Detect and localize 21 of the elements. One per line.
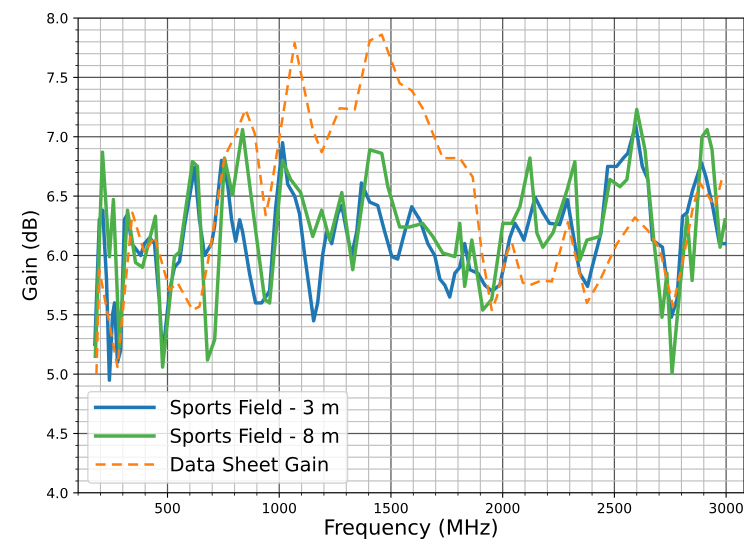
x-axis-title: Frequency (MHz) xyxy=(326,518,497,539)
y-tick-label: 5.0 xyxy=(47,369,68,380)
legend-label: Data Sheet Gain xyxy=(171,456,328,472)
y-tick-label: 4.0 xyxy=(46,488,68,498)
x-tick-label: 500 xyxy=(155,502,180,514)
x-tick-label: 3000 xyxy=(710,502,743,514)
legend-label: Sports Field - 3 m xyxy=(170,399,338,418)
x-tick-label: 2000 xyxy=(486,502,520,514)
y-tick-label: 4.5 xyxy=(46,428,68,439)
x-tick-label: 2500 xyxy=(598,502,632,514)
legend-label: Sports Field - 8 m xyxy=(170,428,338,447)
line-series xyxy=(95,33,724,376)
y-tick-label: 8.0 xyxy=(47,13,68,24)
x-tick-label: 1000 xyxy=(263,502,296,514)
y-tick-label: 6.5 xyxy=(47,191,68,202)
y-tick-label: 7.5 xyxy=(47,72,68,83)
y-axis-title: Gain (dB) xyxy=(22,211,40,300)
y-tick-label: 6.0 xyxy=(47,250,68,261)
y-tick-label: 7.0 xyxy=(47,132,68,142)
y-tick-label: 5.5 xyxy=(47,310,68,320)
x-tick-label: 1500 xyxy=(374,502,408,514)
